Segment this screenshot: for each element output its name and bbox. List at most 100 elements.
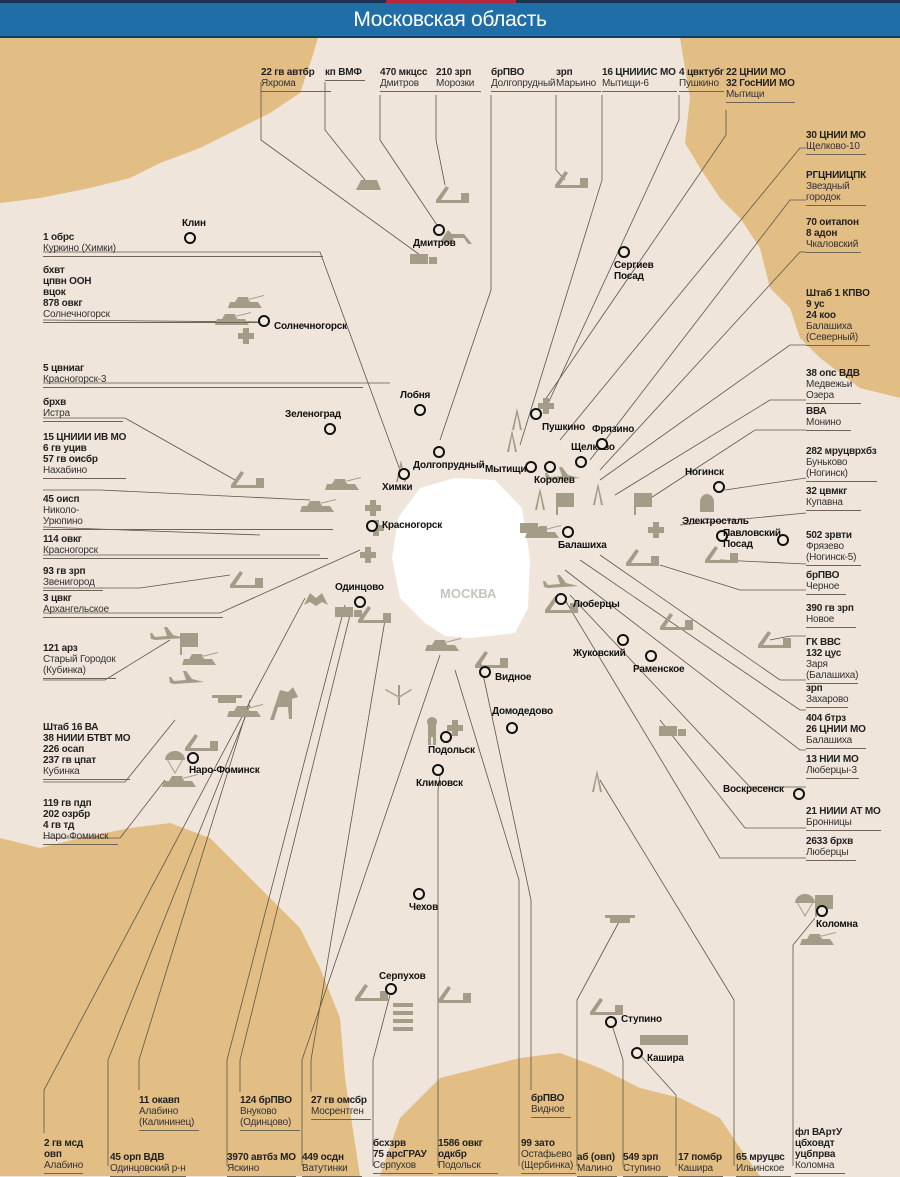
city-dot-icon xyxy=(562,526,574,538)
city-name: Солнечногорск xyxy=(274,321,347,332)
unit-label: 449 осдн Ватутинки xyxy=(302,1152,362,1177)
leader-line xyxy=(439,95,492,441)
tank-icon xyxy=(162,774,198,787)
city-name: Одинцово xyxy=(335,582,384,593)
unit-label: 93 гв зрп Звенигород xyxy=(43,566,103,591)
unit-location: Ильинское xyxy=(736,1163,785,1174)
city-name: Клин xyxy=(182,218,206,229)
unit-location: (Калининец) xyxy=(139,1117,195,1128)
unit-name: 32 цвмкг xyxy=(806,486,848,497)
unit-location: (Одинцово) xyxy=(240,1117,292,1128)
unit-name: 2 гв мсд xyxy=(44,1138,84,1149)
unit-location: Звездный xyxy=(806,181,850,192)
leader-line xyxy=(519,95,603,446)
unit-label: 13 НИИ МО Люберцы-3 xyxy=(806,754,859,779)
unit-location: Фрязево xyxy=(806,541,844,552)
leader-line xyxy=(611,1024,624,1166)
unit-label: 3970 автбз МО Яскино xyxy=(227,1152,296,1177)
unit-location: Балашиха xyxy=(806,321,852,332)
missile-launcher-icon xyxy=(231,471,264,488)
unit-name: одкбр xyxy=(438,1149,467,1160)
leader-line xyxy=(437,774,441,1166)
leader-line xyxy=(639,429,806,506)
city-dot-icon xyxy=(398,468,410,480)
city-dot-icon xyxy=(793,788,805,800)
leader-line xyxy=(43,597,306,1133)
leader-line xyxy=(579,559,806,711)
city-dot-icon xyxy=(618,246,630,258)
unit-location: Щелково-10 xyxy=(806,141,860,152)
city-dot-icon xyxy=(605,1016,617,1028)
unit-location: Николо- xyxy=(43,505,80,516)
unit-label: 27 гв омсбр Мосрентген xyxy=(311,1095,371,1120)
unit-location: Балашиха xyxy=(806,735,852,746)
unit-location: Куркино (Химки) xyxy=(43,243,116,254)
leader-line xyxy=(454,669,520,1166)
tank-icon xyxy=(325,477,361,490)
leader-line xyxy=(589,199,806,461)
unit-name: брПВО xyxy=(806,570,840,581)
leader-line xyxy=(138,699,251,1090)
city-name: Павловский Посад xyxy=(723,528,781,550)
missile-launcher-icon xyxy=(230,571,263,588)
unit-label: Штаб 1 КПВО 9 ус 24 коо Балашиха (Северный) xyxy=(806,288,870,346)
unit-location: Бронницы xyxy=(806,817,852,828)
city-dot-icon xyxy=(432,764,444,776)
unit-name: 5 цвниаг xyxy=(43,363,84,374)
city-dot-icon xyxy=(617,634,629,646)
unit-name: зрп xyxy=(556,67,573,78)
city-dot-icon xyxy=(713,481,725,493)
city-name: Красногорск xyxy=(382,520,443,531)
leader-line xyxy=(564,599,806,859)
unit-name: 449 осдн xyxy=(302,1152,344,1163)
tank-icon xyxy=(182,652,218,665)
missile-launcher-icon xyxy=(475,651,508,668)
leader-line xyxy=(107,704,251,1166)
leader-lines xyxy=(42,82,816,1166)
city-dot-icon xyxy=(385,983,397,995)
unit-name: кп ВМФ xyxy=(325,67,362,78)
unit-label: аб (овп) Малино xyxy=(577,1152,617,1177)
leader-line xyxy=(372,994,391,1166)
unit-label: 210 зрп Морозки xyxy=(436,67,481,92)
missile-launcher-icon xyxy=(590,998,623,1015)
city-name: Балашиха xyxy=(558,540,607,551)
missile-launcher-icon xyxy=(626,549,659,566)
unit-name: 45 оисп xyxy=(43,494,80,505)
missile-launcher-icon xyxy=(758,631,791,648)
city-dot-icon xyxy=(631,1047,643,1059)
unit-label: 15 ЦНИИИ ИВ МО 6 гв уцив 57 гв оисбр Нахаби… xyxy=(43,432,126,479)
unit-label: 30 ЦНИИ МО Щелково-10 xyxy=(806,130,866,155)
unit-label: 32 цвмкг Купавна xyxy=(806,486,861,511)
unit-location: Новое xyxy=(806,614,835,625)
leader-line xyxy=(435,95,446,186)
city-dot-icon xyxy=(816,905,828,917)
unit-label: бсхзрв 75 арсГРАУ Серпухов xyxy=(373,1138,433,1174)
leader-line xyxy=(659,564,806,591)
unit-label: брПВО Видное xyxy=(531,1093,571,1118)
leader-line xyxy=(379,95,438,226)
unit-name: Штаб 16 ВА xyxy=(43,722,99,733)
unit-location: Серпухов xyxy=(373,1160,416,1171)
city-name: Зеленоград xyxy=(285,409,341,420)
city-dot-icon xyxy=(366,520,378,532)
missile-launcher-icon xyxy=(438,986,471,1003)
unit-name: ГК ВВС xyxy=(806,637,841,648)
unit-name: 121 арз xyxy=(43,643,78,654)
unit-name: 16 ЦНИИИС МО xyxy=(602,67,676,78)
unit-name: цбховдт xyxy=(795,1138,835,1149)
aircraft-icon xyxy=(169,671,204,684)
gas-mask-icon xyxy=(700,494,714,512)
leader-line xyxy=(43,574,231,589)
city-dot-icon xyxy=(777,534,789,546)
leader-line xyxy=(599,554,806,681)
city-name: Видное xyxy=(495,672,532,683)
unit-label: 22 гв автбр Яхрома xyxy=(261,67,331,92)
tank-icon xyxy=(215,312,251,325)
region-north-west xyxy=(0,38,318,203)
unit-location: Алабино xyxy=(139,1106,179,1117)
unit-label: зрп Марьино xyxy=(556,67,601,92)
unit-name: 4 цвктубг xyxy=(679,67,724,78)
region-north-east xyxy=(680,38,900,398)
unit-name: 45 орп ВДВ xyxy=(110,1152,165,1163)
